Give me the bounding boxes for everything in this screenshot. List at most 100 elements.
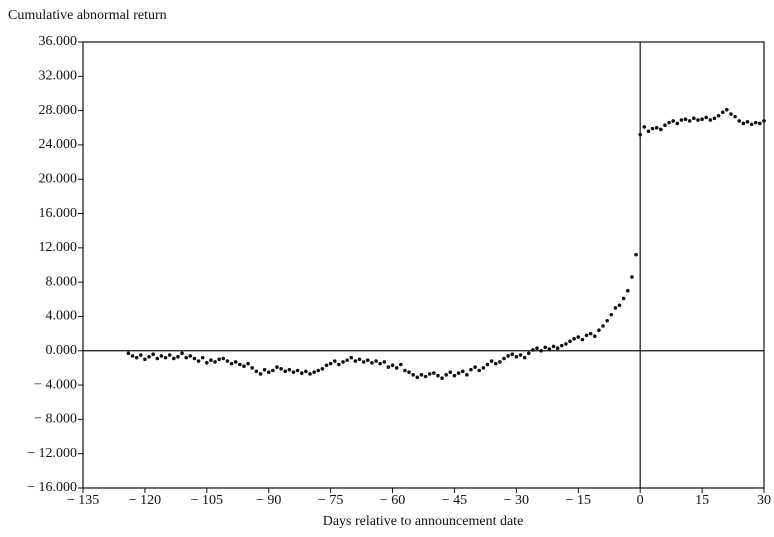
y-tick-label: 16.000 xyxy=(39,206,78,221)
point xyxy=(365,358,370,363)
point xyxy=(683,117,688,121)
point xyxy=(737,119,742,123)
point xyxy=(279,366,283,371)
point xyxy=(436,373,440,378)
point xyxy=(477,368,482,373)
point xyxy=(745,119,750,124)
point xyxy=(399,362,403,367)
point xyxy=(609,312,614,317)
point xyxy=(308,372,312,376)
point xyxy=(741,121,746,126)
point xyxy=(370,360,374,365)
point xyxy=(246,361,250,366)
point xyxy=(605,318,609,323)
point xyxy=(258,372,263,376)
point xyxy=(172,356,176,361)
point xyxy=(299,371,304,375)
point xyxy=(580,337,585,342)
y-tick-label: 12.000 xyxy=(39,240,78,255)
point xyxy=(696,118,700,122)
point xyxy=(531,348,535,352)
y-tick-label: 4.000 xyxy=(46,309,78,324)
point xyxy=(576,335,581,339)
point xyxy=(522,355,527,360)
x-tick-label: − 135 xyxy=(67,493,99,508)
y-tick-label: − 8.000 xyxy=(34,412,77,427)
point xyxy=(498,360,502,364)
point xyxy=(353,359,358,363)
point xyxy=(283,369,288,374)
point xyxy=(704,115,709,120)
point xyxy=(700,117,704,121)
point xyxy=(452,373,457,378)
point xyxy=(720,110,725,115)
point xyxy=(506,354,510,358)
point xyxy=(126,351,131,356)
point xyxy=(485,362,490,367)
point xyxy=(143,357,147,362)
y-tick-label: 28.000 xyxy=(39,103,78,118)
point xyxy=(663,123,667,127)
point xyxy=(729,112,733,116)
point xyxy=(205,360,209,365)
point xyxy=(679,118,684,122)
y-tick-label: − 12.000 xyxy=(27,446,77,461)
y-tick-label: 8.000 xyxy=(46,274,78,289)
point xyxy=(192,356,197,361)
point xyxy=(712,116,717,121)
point xyxy=(733,114,737,119)
point xyxy=(588,331,593,336)
point xyxy=(233,360,238,364)
point xyxy=(440,376,444,381)
point xyxy=(287,367,292,372)
point xyxy=(221,356,226,361)
point xyxy=(716,113,721,118)
y-tick-label: − 16.000 xyxy=(27,480,77,495)
point xyxy=(271,368,275,373)
point xyxy=(481,366,486,370)
point xyxy=(163,355,168,360)
point xyxy=(762,119,766,123)
point xyxy=(188,354,193,358)
point xyxy=(159,354,164,358)
x-tick-label: − 30 xyxy=(504,493,529,508)
point xyxy=(242,364,246,369)
point xyxy=(200,355,205,360)
point xyxy=(543,345,548,350)
point xyxy=(675,121,680,126)
point xyxy=(209,358,213,363)
y-tick-label: − 4.000 xyxy=(34,377,77,392)
point xyxy=(320,366,325,371)
x-tick-label: − 75 xyxy=(318,493,343,508)
point xyxy=(460,369,465,374)
point xyxy=(407,370,411,375)
y-tick-label: 36.000 xyxy=(39,34,78,49)
point xyxy=(758,121,762,126)
x-axis-label: Days relative to announcement date xyxy=(323,514,524,529)
point xyxy=(539,348,543,353)
point xyxy=(316,368,321,373)
point xyxy=(361,360,366,364)
point xyxy=(432,371,436,375)
point xyxy=(708,118,713,122)
point xyxy=(547,347,552,351)
point xyxy=(469,367,473,372)
point xyxy=(341,360,345,364)
point xyxy=(304,369,308,374)
point xyxy=(184,355,188,360)
y-tick-label: 0.000 xyxy=(46,343,78,358)
point xyxy=(374,359,378,363)
point xyxy=(551,344,556,349)
point xyxy=(654,125,659,130)
x-tick-label: 15 xyxy=(695,493,709,508)
point xyxy=(394,366,399,370)
point xyxy=(427,372,432,376)
point xyxy=(473,365,477,369)
point xyxy=(357,357,362,362)
point xyxy=(448,370,453,375)
point xyxy=(155,356,160,361)
point xyxy=(390,363,395,368)
point xyxy=(138,353,143,357)
point xyxy=(312,370,316,375)
